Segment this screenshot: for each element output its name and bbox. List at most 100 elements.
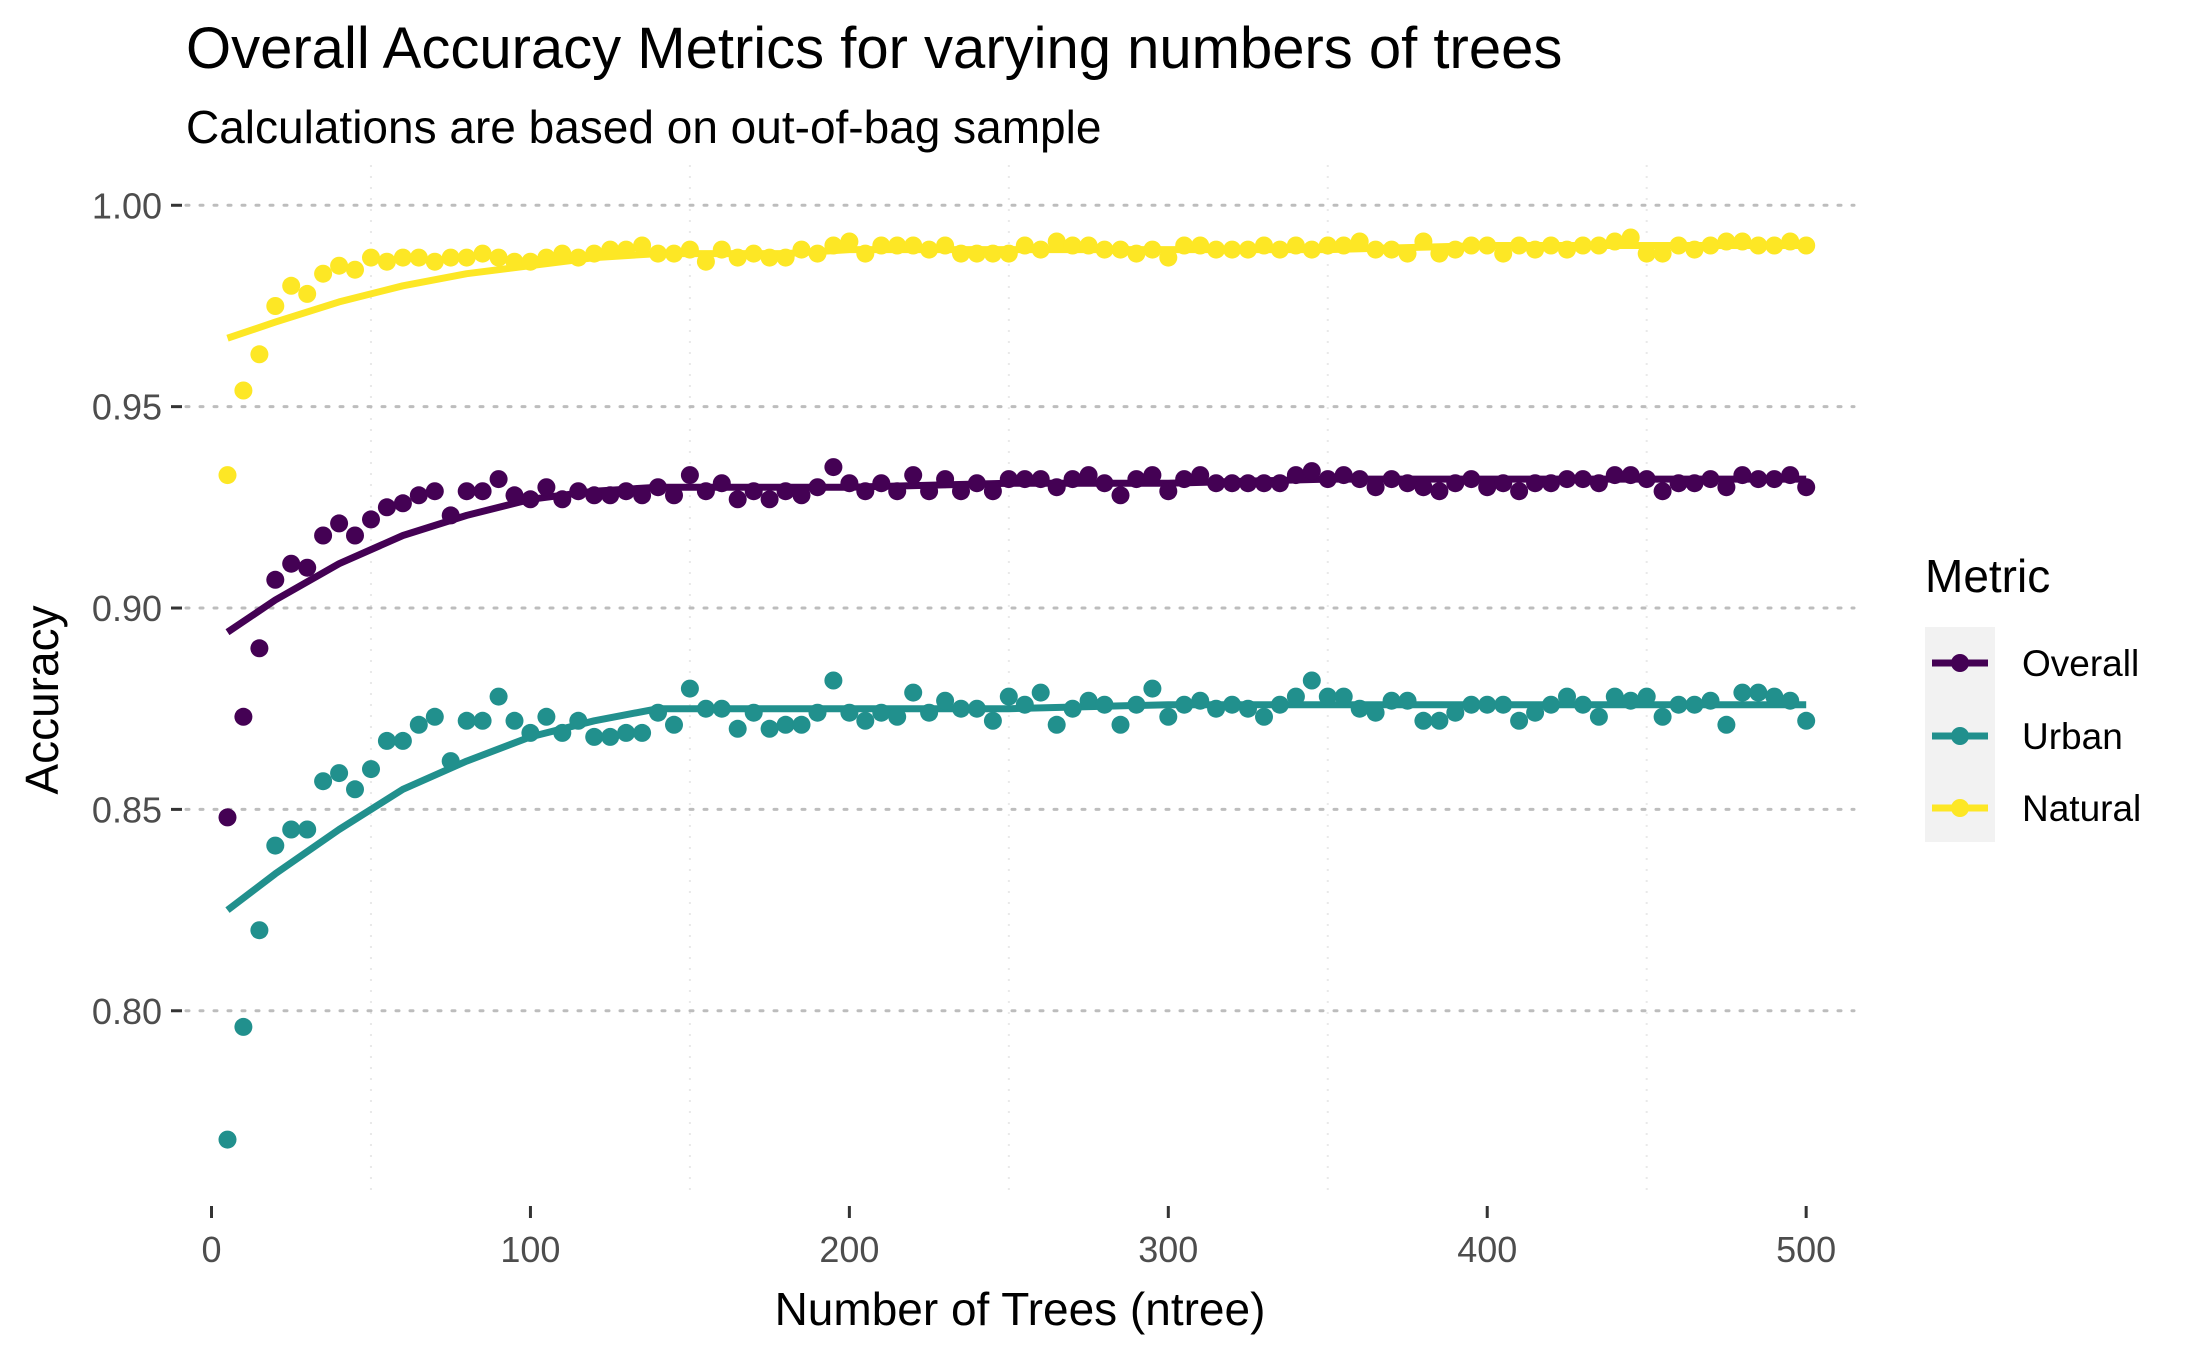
data-point-overall — [473, 482, 492, 501]
data-point-overall — [824, 458, 843, 477]
data-point-urban — [1414, 711, 1433, 730]
data-point-overall — [1446, 474, 1465, 493]
data-point-overall — [553, 490, 572, 509]
data-point-urban — [1334, 687, 1353, 706]
data-point-overall — [617, 482, 636, 501]
data-point-natural — [1270, 240, 1289, 259]
data-point-natural — [1494, 244, 1513, 263]
data-point-overall — [1223, 474, 1242, 493]
legend-label-natural: Natural — [2022, 788, 2141, 829]
data-point-overall — [282, 554, 301, 573]
data-point-urban — [218, 1130, 237, 1149]
data-point-natural — [1765, 236, 1784, 255]
data-point-urban — [314, 772, 333, 791]
data-point-natural — [665, 244, 683, 263]
data-point-natural — [1350, 232, 1369, 251]
data-point-natural — [1510, 236, 1529, 255]
y-axis: 0.80 0.85 0.90 0.95 1.00 — [92, 185, 182, 1032]
data-point-overall — [1255, 474, 1273, 493]
data-point-natural — [1414, 232, 1433, 251]
data-point-urban — [824, 671, 843, 690]
data-point-urban — [1589, 707, 1608, 726]
legend-title: Metric — [1925, 550, 2050, 602]
data-point-natural — [1318, 236, 1337, 255]
data-point-natural — [967, 244, 986, 263]
data-point-overall — [920, 482, 939, 501]
data-point-natural — [1239, 240, 1257, 259]
data-point-natural — [649, 244, 667, 263]
data-point-natural — [1382, 240, 1401, 259]
data-point-natural — [824, 236, 843, 255]
data-point-overall — [1510, 482, 1529, 501]
data-point-natural — [1207, 240, 1226, 259]
data-point-urban — [967, 699, 986, 718]
data-point-overall — [1350, 470, 1369, 489]
data-point-natural — [1175, 236, 1194, 255]
data-point-natural — [1255, 236, 1273, 255]
data-point-overall — [1685, 474, 1704, 493]
data-point-overall — [1191, 466, 1210, 485]
data-point-overall — [1111, 486, 1130, 505]
data-point-overall — [1015, 470, 1034, 489]
data-point-overall — [712, 474, 731, 493]
legend-label-urban: Urban — [2022, 716, 2123, 757]
data-point-urban — [1366, 703, 1385, 722]
data-point-natural — [1749, 236, 1768, 255]
data-point-natural — [712, 240, 731, 259]
data-point-natural — [1191, 236, 1210, 255]
data-point-urban — [505, 711, 524, 730]
x-axis-title: Number of Trees (ntree) — [775, 1283, 1266, 1335]
data-point-natural — [1031, 240, 1050, 259]
data-point-urban — [1318, 687, 1337, 706]
data-point-urban — [1255, 707, 1273, 726]
data-point-natural — [1526, 240, 1545, 259]
data-point-urban — [1398, 691, 1417, 710]
data-point-urban — [585, 727, 604, 746]
data-point-natural — [377, 252, 396, 271]
data-point-urban — [983, 711, 1002, 730]
y-axis-title: Accuracy — [16, 605, 68, 794]
data-point-urban — [680, 679, 699, 698]
data-point-urban — [346, 780, 364, 799]
data-point-urban — [298, 820, 317, 839]
data-point-overall — [999, 470, 1018, 489]
data-point-urban — [1478, 695, 1497, 714]
data-point-urban — [1797, 711, 1816, 730]
data-point-natural — [585, 244, 604, 263]
data-point-natural — [888, 236, 907, 255]
data-point-overall — [888, 482, 907, 501]
data-point-urban — [1223, 695, 1242, 714]
data-point-urban — [1143, 679, 1162, 698]
x-tick-label: 200 — [819, 1229, 879, 1270]
data-point-natural — [218, 466, 237, 485]
y-tick-label: 0.85 — [92, 789, 162, 830]
data-point-natural — [1558, 240, 1576, 259]
x-tick-label: 0 — [201, 1229, 221, 1270]
data-point-natural — [1446, 240, 1465, 259]
major-gridlines — [184, 203, 1856, 1013]
data-point-urban — [1733, 683, 1752, 702]
data-point-overall — [1175, 470, 1194, 489]
data-point-natural — [680, 240, 699, 259]
legend-key-point — [1951, 654, 1969, 672]
data-point-natural — [696, 252, 715, 271]
data-point-natural — [856, 244, 875, 263]
data-point-overall — [298, 558, 317, 577]
data-point-urban — [569, 711, 588, 730]
data-point-urban — [776, 715, 795, 734]
data-point-urban — [601, 727, 620, 746]
data-point-urban — [872, 703, 891, 722]
data-point-natural — [872, 236, 891, 255]
data-point-overall — [840, 474, 859, 493]
data-point-natural — [505, 252, 524, 271]
y-tick-label: 0.95 — [92, 387, 162, 428]
data-point-overall — [393, 494, 412, 513]
data-point-natural — [1302, 240, 1321, 259]
data-point-overall — [952, 482, 970, 501]
data-point-overall — [1159, 482, 1178, 501]
data-point-overall — [1558, 470, 1576, 489]
data-point-urban — [1127, 695, 1146, 714]
data-point-urban — [553, 723, 572, 742]
data-point-urban — [728, 719, 747, 738]
